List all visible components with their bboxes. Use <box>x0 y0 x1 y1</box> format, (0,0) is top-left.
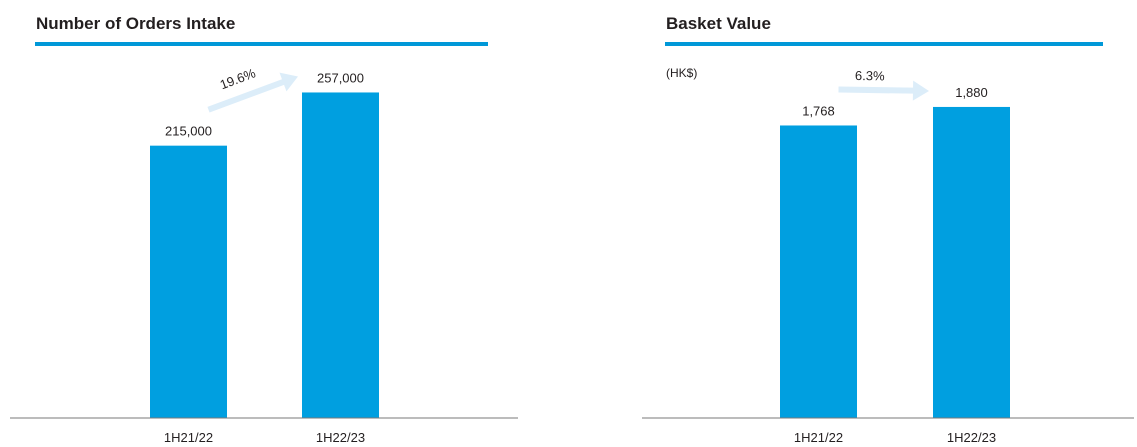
title-underline <box>35 42 488 46</box>
category-tick-label: 1H22/23 <box>947 430 996 445</box>
bar-value-label: 1,768 <box>802 103 835 118</box>
chart-title: Number of Orders Intake <box>36 14 236 33</box>
bar-1H21/22 <box>150 145 227 418</box>
bar-value-label: 215,000 <box>165 124 212 139</box>
basket-value-chart: 1,768 1H21/22 1,880 1H22/23 6.3% <box>642 68 1134 445</box>
unit-label: (HK$) <box>666 66 698 80</box>
orders-intake-panel: Number of Orders Intake 215,000 1H21/22 25… <box>0 0 530 447</box>
bar-value-label: 257,000 <box>317 70 364 85</box>
category-tick-label: 1H22/23 <box>316 430 365 445</box>
chart-title: Basket Value <box>666 14 771 33</box>
growth-percent-label: 6.3% <box>855 68 885 83</box>
bar-1H21/22 <box>780 125 857 418</box>
title-underline <box>665 42 1103 46</box>
orders-intake-chart: 215,000 1H21/22 257,000 1H22/23 19.6% <box>10 65 518 445</box>
growth-arrow-icon <box>207 72 298 113</box>
category-tick-label: 1H21/22 <box>794 430 843 445</box>
basket-value-panel: Basket Value (HK$) 1,768 1H21/22 1,880 1H22… <box>630 0 1137 447</box>
category-tick-label: 1H21/22 <box>164 430 213 445</box>
bar-1H22/23 <box>302 92 379 418</box>
bar-1H22/23 <box>933 106 1010 418</box>
bar-value-label: 1,880 <box>955 85 988 100</box>
growth-arrow-icon <box>838 80 929 101</box>
growth-percent-label: 19.6% <box>218 65 258 92</box>
